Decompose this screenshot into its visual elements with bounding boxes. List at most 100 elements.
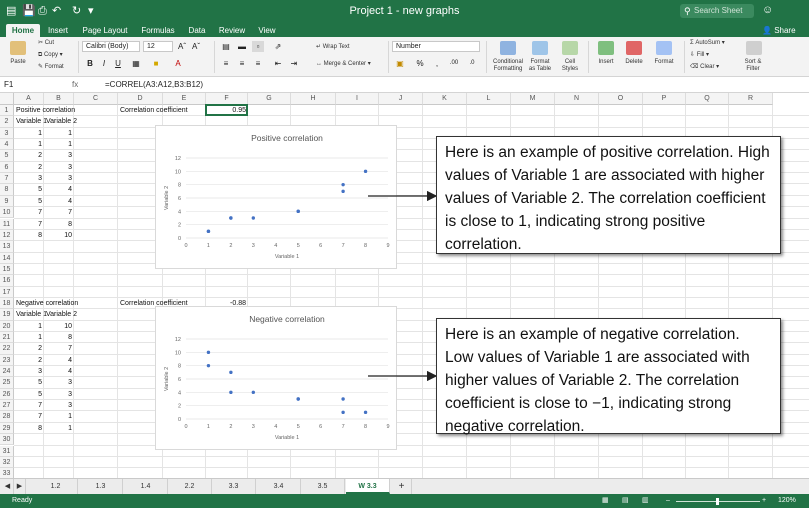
decrease-indent-icon[interactable]: ⇤: [274, 59, 282, 68]
row-header-2[interactable]: 2: [0, 116, 14, 128]
underline-button[interactable]: U: [115, 59, 121, 68]
cell-a20[interactable]: 1: [38, 322, 42, 330]
column-header-b[interactable]: B: [44, 93, 74, 105]
delete-cells-icon[interactable]: [626, 41, 642, 55]
tab-review[interactable]: Review: [218, 26, 246, 35]
cell-a28[interactable]: 7: [38, 413, 42, 421]
column-header-a[interactable]: A: [14, 93, 44, 105]
share-button[interactable]: 👤 Share: [762, 26, 796, 35]
cell-styles-icon[interactable]: [562, 41, 578, 55]
row-header-22[interactable]: 22: [0, 343, 14, 355]
column-header-r[interactable]: R: [729, 93, 773, 105]
row-header-29[interactable]: 29: [0, 422, 14, 435]
row-header-31[interactable]: 31: [0, 445, 14, 457]
borders-icon[interactable]: ▦: [132, 59, 140, 68]
column-header-i[interactable]: I: [336, 93, 379, 105]
column-header-o[interactable]: O: [599, 93, 643, 105]
select-all-corner[interactable]: [0, 93, 14, 105]
zoom-in-button[interactable]: +: [762, 497, 767, 504]
user-icon[interactable]: ☺: [762, 4, 774, 16]
decrease-font-icon[interactable]: Aˇ: [192, 42, 200, 51]
cell-b4[interactable]: 1: [68, 141, 72, 149]
row-header-13[interactable]: 13: [0, 241, 14, 253]
cell-b11[interactable]: 8: [68, 220, 72, 228]
cell-b10[interactable]: 7: [68, 209, 72, 217]
sheet-tab-2.2[interactable]: 2.2: [168, 479, 212, 494]
column-header-k[interactable]: K: [423, 93, 467, 105]
redo-icon[interactable]: ↻: [72, 5, 82, 17]
clear-button[interactable]: ⌫ Clear ▾: [690, 64, 720, 70]
cell-a21[interactable]: 1: [38, 334, 42, 341]
cell-a8[interactable]: 5: [38, 186, 42, 194]
cell-a7[interactable]: 3: [38, 175, 42, 183]
comma-style-icon[interactable]: ,: [435, 59, 439, 68]
sheet-tab-3.5[interactable]: 3.5: [301, 479, 345, 494]
format-as-table-icon[interactable]: [532, 41, 548, 55]
cell-b24[interactable]: 4: [68, 368, 72, 376]
row-header-11[interactable]: 11: [0, 218, 14, 230]
cell-b25[interactable]: 3: [68, 379, 72, 387]
percent-icon[interactable]: %: [416, 59, 424, 68]
cell-d1[interactable]: Correlation coefficient: [120, 107, 188, 114]
sheet-tab-3.3[interactable]: 3.3: [212, 479, 256, 494]
italic-button[interactable]: I: [102, 59, 106, 68]
cell-b21[interactable]: 8: [68, 334, 72, 341]
row-header-10[interactable]: 10: [0, 207, 14, 219]
column-header-j[interactable]: J: [379, 93, 423, 105]
number-format-select[interactable]: Number: [392, 41, 480, 52]
cut-button[interactable]: ✂ Cut: [38, 40, 55, 46]
cell-a18[interactable]: Negative correlation: [16, 299, 79, 307]
cell-a23[interactable]: 2: [38, 356, 42, 364]
fill-color-icon[interactable]: ■: [153, 59, 159, 68]
row-header-3[interactable]: 3: [0, 127, 14, 140]
column-header-h[interactable]: H: [291, 93, 336, 105]
orientation-icon[interactable]: ⇗: [274, 42, 282, 51]
cell-a22[interactable]: 2: [38, 345, 42, 353]
cell-b5[interactable]: 3: [68, 152, 72, 160]
increase-font-icon[interactable]: Aˆ: [178, 42, 186, 51]
decrease-decimal-icon[interactable]: .0: [469, 60, 475, 66]
cell-b8[interactable]: 4: [68, 186, 72, 194]
copy-button[interactable]: ⧉ Copy ▾: [38, 52, 63, 58]
cell-a10[interactable]: 7: [38, 209, 42, 217]
cell-a2[interactable]: Variable 1: [16, 118, 48, 126]
page-break-view-icon[interactable]: ▥: [642, 497, 649, 504]
cell-a3[interactable]: 1: [38, 129, 42, 137]
chart-negative-correlation[interactable]: Negative correlation 0 2 4 6 8 10 12 0 1 2 3 4 5 6 7 8 9 V…: [155, 306, 397, 450]
cell-a4[interactable]: 1: [38, 141, 42, 149]
tab-data[interactable]: Data: [188, 26, 206, 35]
align-left-icon[interactable]: ≡: [223, 59, 229, 68]
insert-cells-icon[interactable]: [598, 41, 614, 55]
align-right-icon[interactable]: ≡: [255, 59, 261, 68]
row-header-30[interactable]: 30: [0, 434, 14, 446]
row-header-19[interactable]: 19: [0, 309, 14, 321]
align-bottom-icon[interactable]: ▫: [252, 41, 264, 52]
row-header-24[interactable]: 24: [0, 366, 14, 378]
insert-function-icon[interactable]: fx: [72, 80, 79, 89]
currency-icon[interactable]: ▣: [396, 59, 404, 68]
chart-positive-correlation[interactable]: Positive correlation 0 2 4 6 8 10 12 0 1 2 3 4 5 6 7 8 9 V…: [155, 125, 397, 269]
increase-decimal-icon[interactable]: .00: [449, 60, 459, 66]
formula-input[interactable]: =CORREL(A3:A12,B3:B12): [105, 80, 204, 89]
cell-b23[interactable]: 4: [68, 356, 72, 364]
increase-indent-icon[interactable]: ⇥: [290, 59, 298, 68]
column-header-l[interactable]: L: [467, 93, 511, 105]
row-header-17[interactable]: 17: [0, 286, 14, 298]
cell-b6[interactable]: 3: [68, 163, 72, 171]
format-cells-icon[interactable]: [656, 41, 672, 55]
cell-a6[interactable]: 2: [38, 163, 42, 171]
undo-icon[interactable]: ↶: [52, 5, 62, 17]
column-header-q[interactable]: Q: [686, 93, 729, 105]
scroll-tabs-right-icon[interactable]: ▶: [14, 479, 26, 494]
print-icon[interactable]: ⎙: [38, 5, 47, 17]
font-color-icon[interactable]: A: [175, 59, 181, 68]
format-painter-button[interactable]: ✎ Format: [38, 64, 64, 70]
font-family-select[interactable]: Calibri (Body): [82, 41, 140, 52]
align-middle-icon[interactable]: ▬: [238, 42, 246, 51]
spreadsheet-grid[interactable]: A B C D E F G H I J K L M N O P Q R 1 2 3 4 5 6 7 8 9 10 11 12 13 14 15 1…: [0, 93, 809, 478]
row-header-16[interactable]: 16: [0, 275, 14, 287]
row-header-5[interactable]: 5: [0, 150, 14, 162]
sheet-tab-w-3.3[interactable]: W 3.3: [346, 479, 390, 494]
normal-view-icon[interactable]: ▦: [602, 497, 609, 504]
row-header-20[interactable]: 20: [0, 320, 14, 332]
